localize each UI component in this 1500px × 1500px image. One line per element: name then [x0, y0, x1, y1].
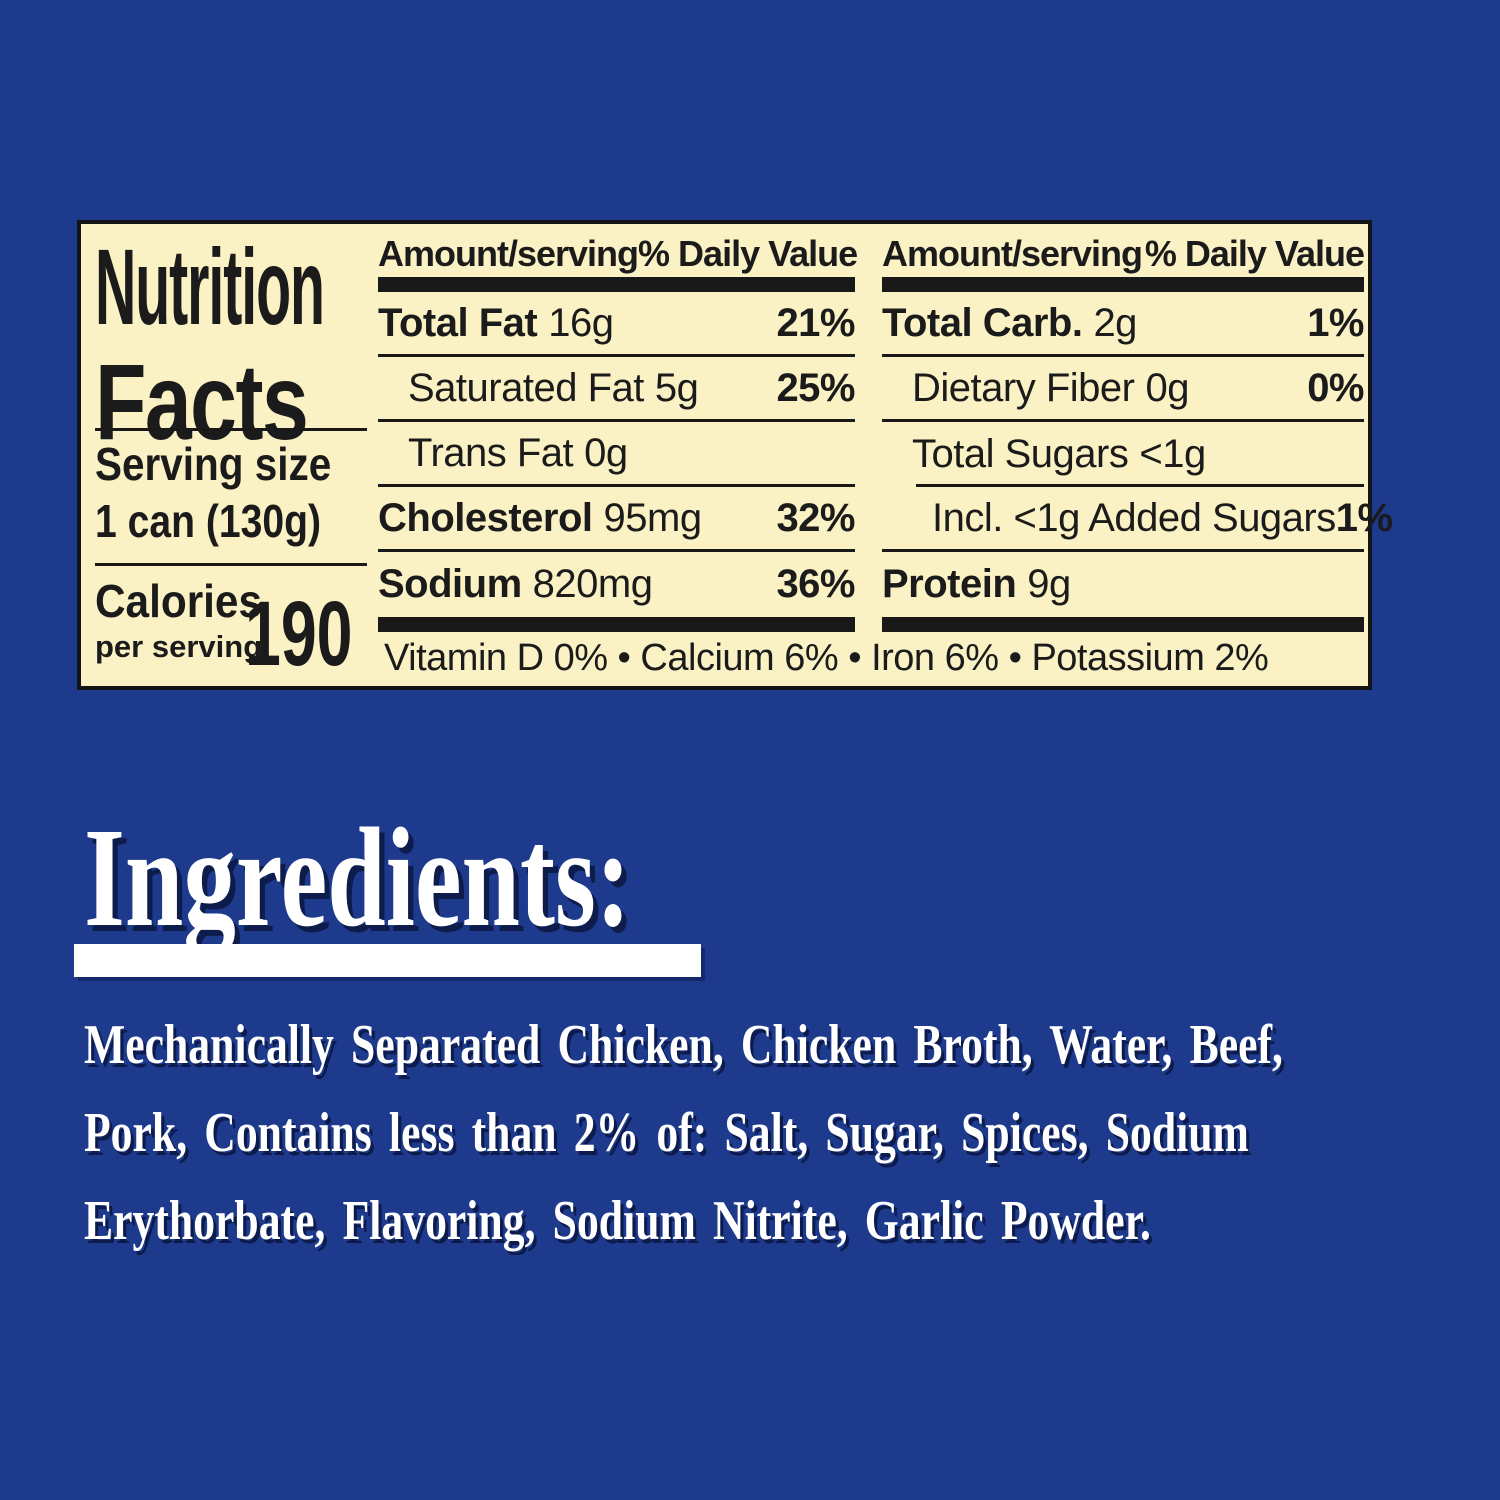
nutrient-name: Trans Fat — [408, 430, 574, 475]
nutrient-amount: 820mg — [532, 562, 653, 606]
nutrient-name: Dietary Fiber — [912, 365, 1135, 410]
ingredients-line: Mechanically Separated Chicken, Chicken … — [84, 1014, 1283, 1076]
nutrient-name: Saturated Fat — [408, 365, 644, 410]
nutrient-name: Incl. <1g Added Sugars — [932, 495, 1336, 540]
nutrient-daily-value: 32% — [776, 495, 855, 540]
thick-divider — [378, 617, 855, 632]
nutrient-name: Total Fat — [378, 300, 538, 345]
nutrient-row-added-sugars: Incl. <1g Added Sugars 1% — [882, 487, 1393, 552]
nutrition-facts-left-column: Nutrition Facts Serving size 1 can (130g… — [95, 224, 377, 686]
nutrient-name: Cholesterol — [378, 495, 593, 540]
nutrient-name: Total Sugars — [912, 432, 1129, 476]
nutrient-row-cholesterol: Cholesterol 95mg 32% — [378, 487, 855, 552]
nutrient-row-protein: Protein 9g — [882, 552, 1364, 617]
title-word-facts: Facts — [95, 341, 309, 462]
nutrient-row-saturated-fat: Saturated Fat 5g 25% — [378, 357, 855, 422]
nutrient-daily-value: 36% — [776, 562, 855, 606]
nutrient-row-total-sugars: Total Sugars <1g — [882, 422, 1364, 487]
nutrient-row-total-fat: Total Fat 16g 21% — [378, 292, 855, 357]
ingredients-line: Erythorbate, Flavoring, Sodium Nitrite, … — [84, 1190, 1151, 1252]
amount-serving-header: Amount/serving — [378, 233, 639, 274]
thick-divider — [378, 277, 855, 292]
ingredients-line: Pork, Contains less than 2% of: Salt, Su… — [84, 1102, 1249, 1164]
nutrient-amount: 16g — [548, 300, 614, 345]
ingredients-underline-bar — [74, 944, 701, 977]
nutrient-amount: <1g — [1139, 432, 1206, 476]
daily-value-header: % Daily Value — [1144, 233, 1365, 274]
nutrient-column-1: Amount/serving % Daily Value Total Fat 16… — [378, 233, 858, 632]
calories-block: Calories per serving 190 — [95, 575, 377, 680]
column-header: Amount/serving % Daily Value — [378, 233, 858, 277]
nutrient-row-dietary-fiber: Dietary Fiber 0g 0% — [882, 357, 1364, 422]
nutrition-facts-panel: Nutrition Facts Serving size 1 can (130g… — [77, 220, 1393, 690]
title-word-nutrition: Nutrition — [95, 226, 325, 347]
nutrient-daily-value: 0% — [1307, 365, 1364, 410]
nutrient-amount: 9g — [1027, 562, 1071, 606]
serving-size-block: Serving size 1 can (130g) — [95, 436, 363, 550]
nutrient-amount: 95mg — [603, 495, 703, 540]
calories-sub-label: per serving — [95, 629, 263, 664]
nutrient-name: Sodium — [378, 562, 522, 606]
nutrient-daily-value: 21% — [776, 300, 855, 345]
nutrient-amount: 2g — [1093, 300, 1137, 345]
ingredients-text: Mechanically Separated Chicken, Chicken … — [84, 1001, 1283, 1265]
thick-divider — [882, 617, 1364, 632]
calories-label: Calories — [95, 575, 263, 627]
thick-divider — [882, 277, 1364, 292]
nutrient-row-total-carb: Total Carb. 2g 1% — [882, 292, 1364, 357]
nutrient-daily-value: 25% — [776, 365, 855, 410]
calories-value: 190 — [245, 583, 353, 685]
serving-size-value: 1 can (130g) — [95, 495, 322, 547]
nutrient-column-2: Amount/serving % Daily Value Total Carb.… — [882, 233, 1393, 632]
nutrient-amount: 5g — [654, 365, 699, 410]
nutrient-amount: 0g — [1145, 365, 1189, 410]
divider — [95, 563, 367, 566]
nutrient-name: Total Carb. — [882, 300, 1083, 345]
nutrient-amount: 0g — [584, 430, 628, 475]
nutrient-daily-value: 1% — [1307, 300, 1364, 345]
amount-serving-header: Amount/serving — [882, 233, 1143, 274]
nutrient-name: Protein — [882, 562, 1017, 606]
column-header: Amount/serving % Daily Value — [882, 233, 1365, 277]
nutrient-row-trans-fat: Trans Fat 0g — [378, 422, 855, 487]
ingredients-heading: Ingredients: — [84, 798, 631, 956]
nutrient-row-sodium: Sodium 820mg 36% — [378, 552, 855, 617]
serving-size-label: Serving size — [95, 438, 332, 490]
nutrition-facts-title: Nutrition Facts — [95, 229, 527, 459]
daily-value-header: % Daily Value — [638, 233, 858, 274]
nutrient-daily-value: 1% — [1335, 495, 1393, 540]
micronutrients-row: Vitamin D 0% • Calcium 6% • Iron 6% • Po… — [384, 636, 1269, 679]
divider — [95, 428, 367, 431]
